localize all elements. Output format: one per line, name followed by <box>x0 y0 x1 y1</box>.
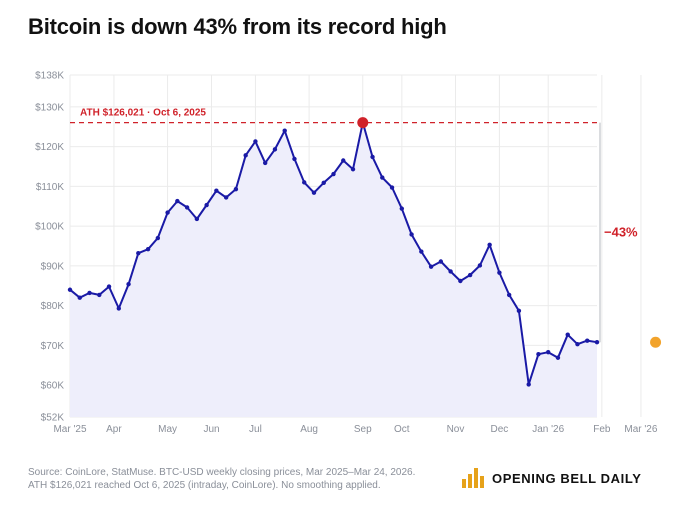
drawdown-label: −43% <box>604 224 638 239</box>
x-tick-label: Apr <box>106 424 122 435</box>
data-point <box>214 188 219 193</box>
data-point <box>467 272 473 278</box>
data-point <box>409 232 414 237</box>
chart-title: Bitcoin is down 43% from its record high <box>28 14 447 39</box>
data-point <box>389 185 395 190</box>
y-tick-label: $120K <box>35 142 64 153</box>
data-point <box>204 202 209 208</box>
data-point <box>585 338 590 343</box>
data-point <box>136 250 141 256</box>
data-point <box>506 292 512 298</box>
data-point <box>419 249 424 254</box>
data-point <box>145 246 151 252</box>
data-point <box>194 216 200 222</box>
data-point <box>594 340 600 345</box>
data-point <box>97 292 102 298</box>
y-tick-label: $52K <box>41 413 65 424</box>
data-point <box>243 153 248 158</box>
data-point <box>126 281 131 287</box>
data-point <box>87 290 92 296</box>
current-price-marker <box>650 336 662 348</box>
data-point <box>155 235 161 241</box>
data-point <box>184 205 190 210</box>
data-point <box>477 263 483 268</box>
x-tick-label: May <box>158 424 177 435</box>
data-point <box>536 351 541 357</box>
y-tick-label: $130K <box>35 102 64 113</box>
y-tick-label: $60K <box>41 381 65 392</box>
y-tick-label: $70K <box>41 341 65 352</box>
data-point <box>555 355 561 360</box>
data-point <box>341 158 346 163</box>
data-point <box>487 242 492 248</box>
data-point <box>116 306 121 311</box>
y-tick-label: $100K <box>35 222 64 233</box>
data-point <box>77 295 82 300</box>
data-point <box>428 264 434 269</box>
bar-chart-icon <box>462 468 484 488</box>
y-axis-ticks: $52K $60K $70K $80K $90K $100K $110K $120K $130K… <box>35 71 64 424</box>
data-point <box>253 139 258 144</box>
x-tick-label: Sep <box>354 424 372 435</box>
data-point <box>380 175 385 180</box>
data-point <box>233 186 239 192</box>
data-point <box>448 269 453 274</box>
x-tick-label: Jun <box>203 424 219 435</box>
y-tick-label: $80K <box>41 301 65 312</box>
x-tick-label: Mar '25 <box>53 424 86 435</box>
x-tick-label: Jul <box>249 424 262 435</box>
data-point <box>321 180 326 185</box>
data-point <box>272 147 278 152</box>
ath-label: ATH $126,021 · Oct 6, 2025 <box>80 108 206 119</box>
data-point <box>311 190 317 195</box>
y-tick-label: $110K <box>36 182 65 193</box>
data-point <box>350 167 356 172</box>
data-point <box>282 128 287 133</box>
area-fill <box>70 122 597 417</box>
source-footnote: Source: CoinLore, StatMuse. BTC-USD week… <box>28 466 448 492</box>
data-point <box>546 349 551 355</box>
x-tick-label: Mar '26 <box>624 424 657 435</box>
x-tick-label: Oct <box>394 424 410 435</box>
brand-name: OPENING BELL DAILY <box>492 470 642 486</box>
data-point <box>438 259 444 264</box>
data-points <box>67 128 600 387</box>
data-point <box>223 195 229 200</box>
data-point <box>292 156 297 162</box>
data-point <box>175 198 180 204</box>
y-tick-label: $138K <box>35 71 64 82</box>
data-point <box>262 160 268 166</box>
data-point <box>331 171 336 177</box>
data-point <box>302 180 307 185</box>
data-point <box>565 332 570 337</box>
x-tick-label: Jan '26 <box>532 424 564 435</box>
data-point <box>526 382 531 387</box>
data-point <box>106 284 112 289</box>
footnote-line-1: Source: CoinLore, StatMuse. BTC-USD week… <box>28 467 416 478</box>
data-point <box>370 154 375 160</box>
data-point <box>165 210 170 215</box>
btc-line-chart: $52K $60K $70K $80K $90K $100K $110K $120K $130K… <box>35 71 662 435</box>
ath-marker <box>357 117 369 129</box>
x-axis-ticks: Mar '25 Apr May Jun Jul Aug Sep Oct Nov Dec Jan '2… <box>53 424 657 435</box>
data-point <box>458 278 463 284</box>
brand-logo: OPENING BELL DAILY <box>462 468 642 488</box>
x-tick-label: Dec <box>491 424 509 435</box>
data-point <box>516 308 522 314</box>
x-tick-label: Feb <box>593 424 611 435</box>
y-tick-label: $90K <box>41 261 65 272</box>
data-point <box>575 342 580 347</box>
x-tick-label: Nov <box>447 424 465 435</box>
data-point <box>67 287 73 292</box>
data-point <box>399 206 405 211</box>
x-tick-label: Aug <box>300 424 318 435</box>
data-point <box>497 270 502 275</box>
footnote-line-2: ATH $126,021 reached Oct 6, 2025 (intrad… <box>28 480 381 491</box>
